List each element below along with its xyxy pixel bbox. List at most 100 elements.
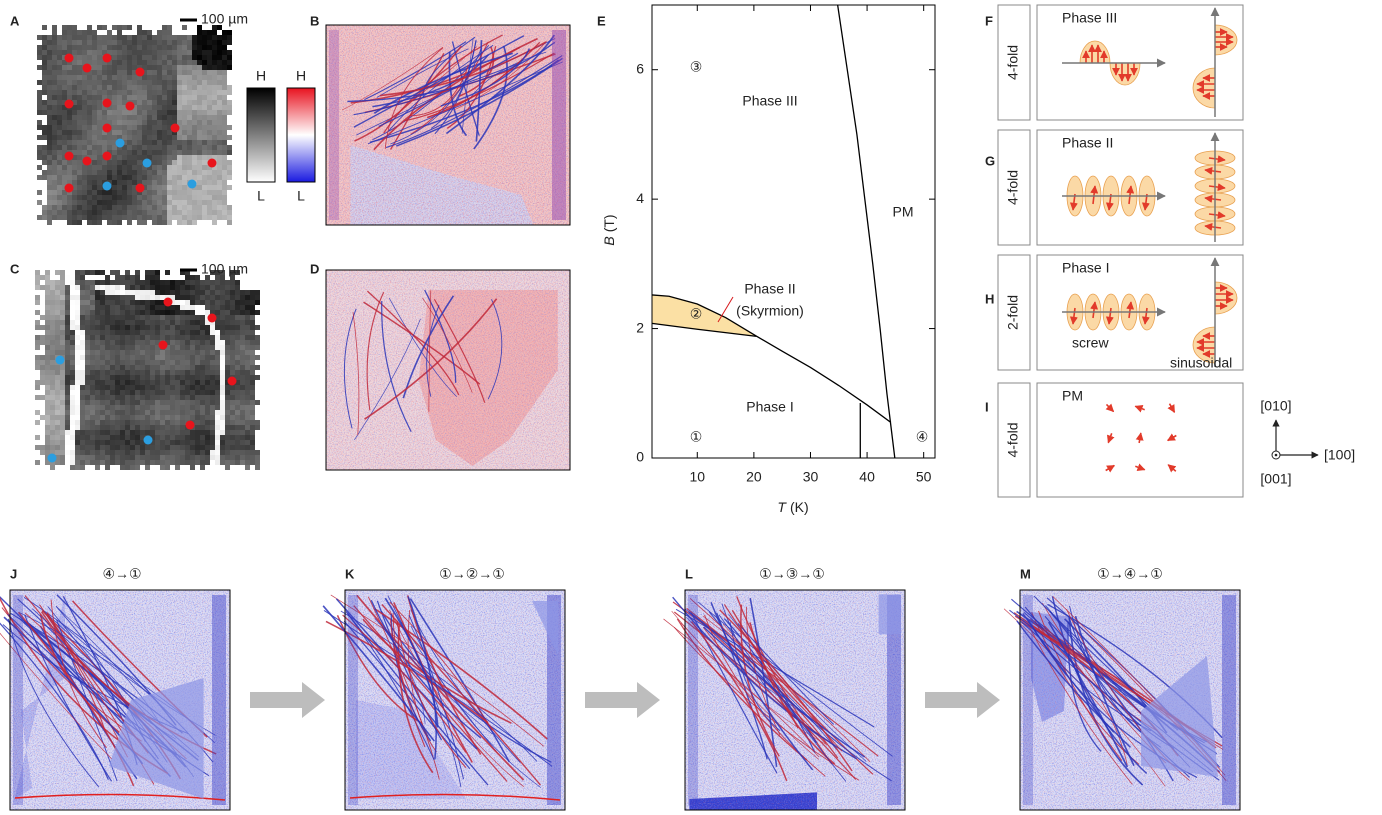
pixel [177, 80, 182, 85]
pixel [115, 355, 120, 360]
pixel [202, 70, 207, 75]
pixel [152, 165, 157, 170]
pixel [100, 435, 105, 440]
pixel [90, 300, 95, 305]
pixel [72, 120, 77, 125]
pixel [130, 370, 135, 375]
spin-arrow [1106, 466, 1115, 471]
pixel [72, 30, 77, 35]
pixel [150, 445, 155, 450]
pixel [72, 85, 77, 90]
pixel [110, 320, 115, 325]
pixel [45, 305, 50, 310]
pixel [220, 450, 225, 455]
pixel [142, 200, 147, 205]
pixel [180, 410, 185, 415]
pixel [217, 195, 222, 200]
pixel [130, 450, 135, 455]
pixel [80, 335, 85, 340]
pixel [217, 115, 222, 120]
pixel [125, 390, 130, 395]
pixel [97, 195, 102, 200]
pixel [162, 205, 167, 210]
pixel [67, 145, 72, 150]
pixel [220, 345, 225, 350]
pixel [250, 425, 255, 430]
pixel [217, 215, 222, 220]
pixel [172, 70, 177, 75]
pixel [60, 435, 65, 440]
pixel [167, 75, 172, 80]
pixel [47, 155, 52, 160]
pixel [192, 45, 197, 50]
pixel [222, 140, 227, 145]
pixel [200, 300, 205, 305]
pixel [182, 70, 187, 75]
pixel [177, 65, 182, 70]
pixel [155, 385, 160, 390]
pixel [180, 360, 185, 365]
pixel [197, 215, 202, 220]
pixel [170, 360, 175, 365]
pixel [250, 345, 255, 350]
pixel [220, 425, 225, 430]
pixel [125, 370, 130, 375]
pixel [170, 440, 175, 445]
pixel [255, 455, 260, 460]
pixel [67, 165, 72, 170]
pixel [150, 300, 155, 305]
pixel [100, 400, 105, 405]
pixel [147, 125, 152, 130]
pixel [157, 50, 162, 55]
pixel [147, 30, 152, 35]
pixel [182, 40, 187, 45]
pixel [107, 210, 112, 215]
pixel [215, 450, 220, 455]
pixel [230, 280, 235, 285]
pixel [212, 140, 217, 145]
region-label: Phase II [744, 281, 795, 297]
pixel [240, 320, 245, 325]
mfm-image [326, 25, 570, 225]
pixel [175, 420, 180, 425]
pixel [55, 330, 60, 335]
pixel [60, 380, 65, 385]
pixel [95, 360, 100, 365]
pixel [85, 450, 90, 455]
pixel [95, 350, 100, 355]
pixel [57, 65, 62, 70]
pixel [167, 145, 172, 150]
pixel [205, 425, 210, 430]
pixel [230, 425, 235, 430]
pixel [127, 115, 132, 120]
pixel [182, 140, 187, 145]
pixel [197, 115, 202, 120]
pixel [217, 90, 222, 95]
pixel [145, 465, 150, 470]
pixel [162, 140, 167, 145]
pixel [127, 130, 132, 135]
pixel [210, 305, 215, 310]
pixel [145, 295, 150, 300]
pixel [77, 175, 82, 180]
pixel [60, 370, 65, 375]
pixel [215, 415, 220, 420]
pixel [60, 280, 65, 285]
pixel [245, 440, 250, 445]
pixel [35, 335, 40, 340]
pixel [120, 310, 125, 315]
pixel [202, 135, 207, 140]
pixel [115, 390, 120, 395]
pixel [205, 385, 210, 390]
pixel [222, 120, 227, 125]
pixel [180, 300, 185, 305]
pixel [137, 95, 142, 100]
pixel [250, 455, 255, 460]
pixel [172, 40, 177, 45]
pixel [97, 55, 102, 60]
pixel [107, 175, 112, 180]
noise-blue [326, 270, 570, 470]
pixel [152, 220, 157, 225]
pixel [172, 35, 177, 40]
pixel [142, 135, 147, 140]
